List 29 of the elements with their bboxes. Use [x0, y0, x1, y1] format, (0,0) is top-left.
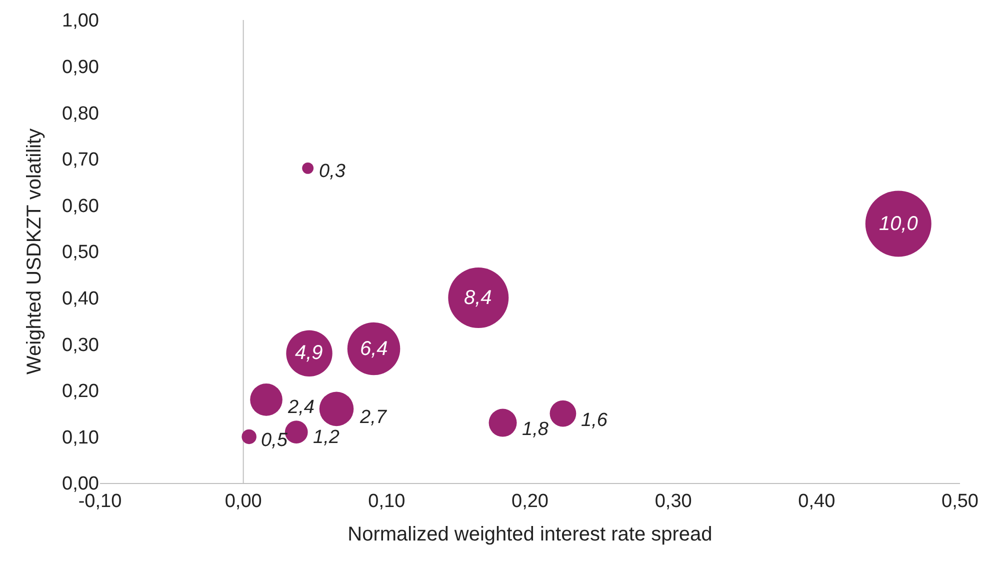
x-tick-label: 0,10: [368, 490, 406, 512]
y-tick-label: 0,10: [62, 427, 99, 448]
annotation: 8,4: [464, 287, 492, 309]
annotation: 0,5: [261, 430, 288, 451]
y-tick-label: 0,80: [62, 103, 99, 124]
annotation: 0,3: [319, 161, 346, 182]
annotation: 1,8: [522, 419, 549, 440]
annotation: 2,7: [359, 407, 388, 428]
y-tick-label: 0,50: [62, 242, 99, 264]
y-tick-label: 0,20: [62, 381, 99, 402]
x-tick-label: 0,00: [224, 490, 262, 512]
annotation: 1,6: [581, 410, 608, 431]
y-tick-label: 0,60: [62, 196, 99, 217]
y-tick-label: 0,40: [62, 288, 99, 310]
annotation: 10,0: [879, 213, 918, 235]
y-axis-title: Weighted USDKZT volatility: [24, 128, 46, 375]
x-tick-label: 0,20: [512, 490, 548, 512]
annotation: 6,4: [360, 338, 388, 360]
y-tick-label: 1,00: [62, 10, 99, 32]
x-axis-title: Normalized weighted interest rate spread: [348, 523, 712, 546]
annotation: 4,9: [295, 342, 323, 364]
annotation: 1,2: [313, 427, 340, 448]
x-tick-label: 0,30: [654, 490, 692, 512]
x-tick-label: 0,40: [798, 490, 836, 512]
y-tick-label: 0,30: [62, 334, 99, 356]
annotation: 2,4: [287, 397, 314, 418]
y-tick-label: 0,70: [62, 150, 99, 171]
x-tick-label: 0,50: [942, 490, 978, 512]
y-tick-label: 0,90: [62, 56, 99, 78]
